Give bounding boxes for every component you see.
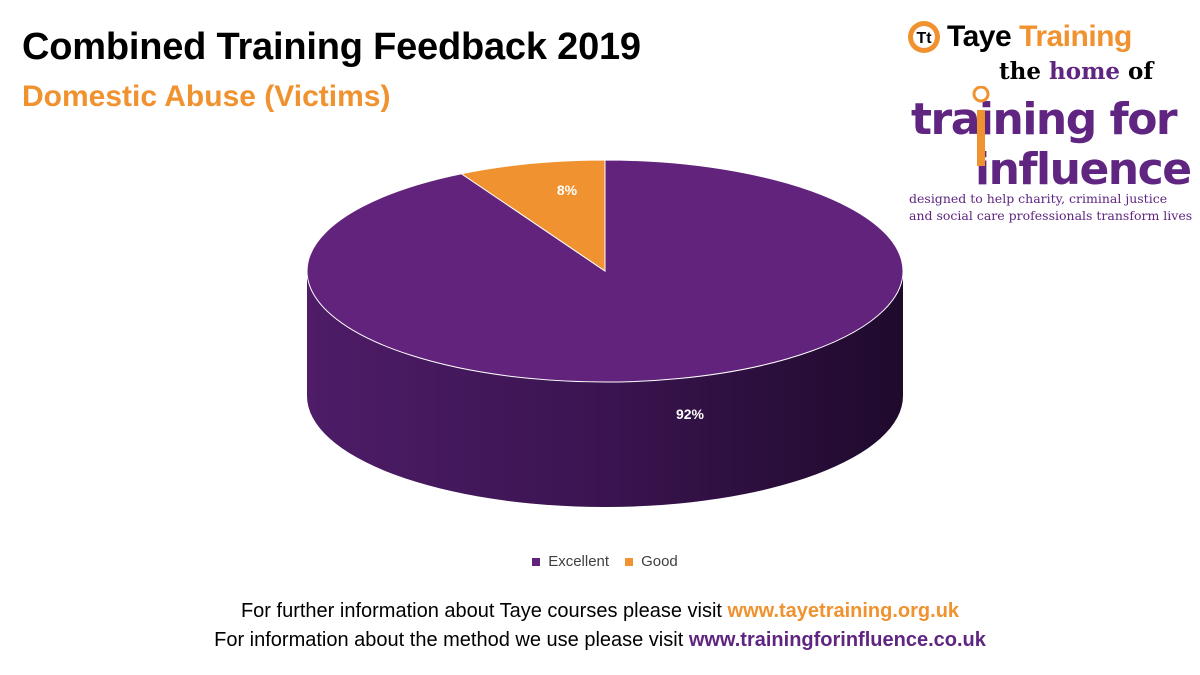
footer-line-2-text: For information about the method we use …	[214, 629, 689, 651]
footer-line-2: For information about the method we use …	[0, 629, 1200, 652]
wordmark-line1: training for	[911, 94, 1178, 145]
svg-text:Tt: Tt	[916, 30, 932, 47]
page-title: Combined Training Feedback 2019	[22, 26, 641, 68]
logo-home-suffix: of	[1120, 58, 1154, 85]
legend-item-good[interactable]: Good	[625, 553, 678, 570]
legend-swatch-excellent	[532, 557, 541, 566]
wordmark-line2: influence	[975, 144, 1191, 195]
taye-website-link[interactable]: www.tayetraining.org.uk	[727, 600, 960, 622]
legend-label-excellent: Excellent	[548, 553, 610, 570]
data-label-excellent: 92%	[676, 406, 705, 422]
legend-swatch-good	[625, 557, 634, 566]
tagline-line1: designed to help charity, criminal justi…	[909, 191, 1168, 206]
wordmark-orange-stem	[977, 110, 985, 166]
tagline-line2: and social care professionals transform …	[909, 208, 1193, 223]
footer-line-1-text: For further information about Taye cours…	[240, 600, 728, 622]
tt-badge-icon: Tt	[908, 21, 940, 53]
logo-brand-taye: Taye	[947, 20, 1012, 53]
logo-brand-row: Tt Taye Training	[907, 18, 1132, 56]
logo-brand-training: Training	[1019, 20, 1132, 53]
tfi-website-link[interactable]: www.trainingforinfluence.co.uk	[688, 629, 986, 651]
page-subtitle: Domestic Abuse (Victims)	[22, 80, 391, 113]
logo-home-line: the home of	[999, 58, 1153, 85]
chart-legend: Excellent Good	[0, 553, 1200, 570]
legend-item-excellent[interactable]: Excellent	[532, 553, 609, 570]
wordmark-orange-head-icon	[972, 86, 990, 103]
logo-home-word: home	[1049, 58, 1121, 85]
legend-label-good: Good	[641, 553, 678, 570]
footer-line-1: For further information about Taye cours…	[0, 600, 1200, 623]
pie-side-wall	[307, 271, 903, 507]
logo-home-prefix: the	[999, 58, 1049, 85]
logo-tagline: designed to help charity, criminal justi…	[909, 190, 1195, 224]
data-label-good: 8%	[557, 182, 578, 198]
training-for-influence-wordmark: training for influence	[911, 86, 1191, 195]
pie-slice-good[interactable]	[460, 159, 606, 272]
taye-training-logo: Tt Taye Training the home of training fo…	[905, 12, 1195, 232]
